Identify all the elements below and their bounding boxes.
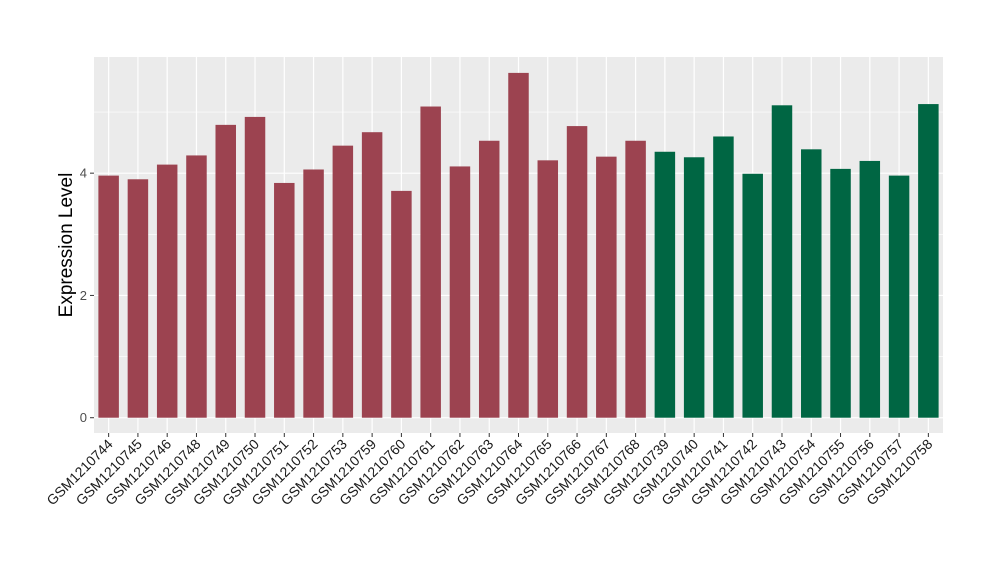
bar-GSM1210756 bbox=[859, 160, 881, 418]
y-tick-label: 4 bbox=[80, 166, 87, 181]
bar-GSM1210762 bbox=[449, 166, 471, 418]
y-axis: 0 2 4 bbox=[80, 166, 94, 425]
bar-GSM1210766 bbox=[566, 126, 588, 418]
bar-GSM1210742 bbox=[742, 173, 763, 418]
bar-GSM1210753 bbox=[332, 145, 354, 418]
y-axis-title: Expression Level bbox=[56, 173, 77, 318]
x-axis: GSM1210744GSM1210745GSM1210746GSM1210748… bbox=[43, 433, 936, 508]
y-tick-label: 0 bbox=[80, 410, 87, 425]
bar-GSM1210768 bbox=[625, 140, 646, 418]
bar-GSM1210759 bbox=[361, 132, 383, 418]
bar-GSM1210764 bbox=[508, 72, 529, 418]
bar-GSM1210741 bbox=[713, 136, 734, 418]
bar-GSM1210745 bbox=[127, 179, 149, 418]
bar-GSM1210750 bbox=[244, 116, 266, 418]
bar-GSM1210751 bbox=[274, 182, 295, 418]
bar-GSM1210765 bbox=[537, 160, 559, 418]
bar-GSM1210767 bbox=[596, 156, 617, 418]
bar-GSM1210746 bbox=[156, 164, 178, 418]
bar-GSM1210748 bbox=[186, 155, 207, 418]
bar-GSM1210744 bbox=[98, 175, 119, 418]
bar-GSM1210763 bbox=[478, 140, 500, 418]
bar-GSM1210760 bbox=[391, 190, 412, 418]
bar-GSM1210755 bbox=[830, 168, 851, 418]
bar-GSM1210743 bbox=[771, 105, 793, 418]
bar-GSM1210758 bbox=[918, 104, 939, 418]
bar-GSM1210749 bbox=[215, 124, 236, 418]
bar-GSM1210752 bbox=[303, 169, 324, 418]
bar-GSM1210739 bbox=[654, 151, 676, 418]
bar-GSM1210740 bbox=[683, 157, 705, 418]
bars bbox=[98, 72, 939, 418]
bar-GSM1210761 bbox=[420, 106, 441, 418]
y-tick-label: 2 bbox=[80, 288, 87, 303]
bar-GSM1210754 bbox=[801, 149, 822, 418]
bar-GSM1210757 bbox=[888, 175, 910, 418]
